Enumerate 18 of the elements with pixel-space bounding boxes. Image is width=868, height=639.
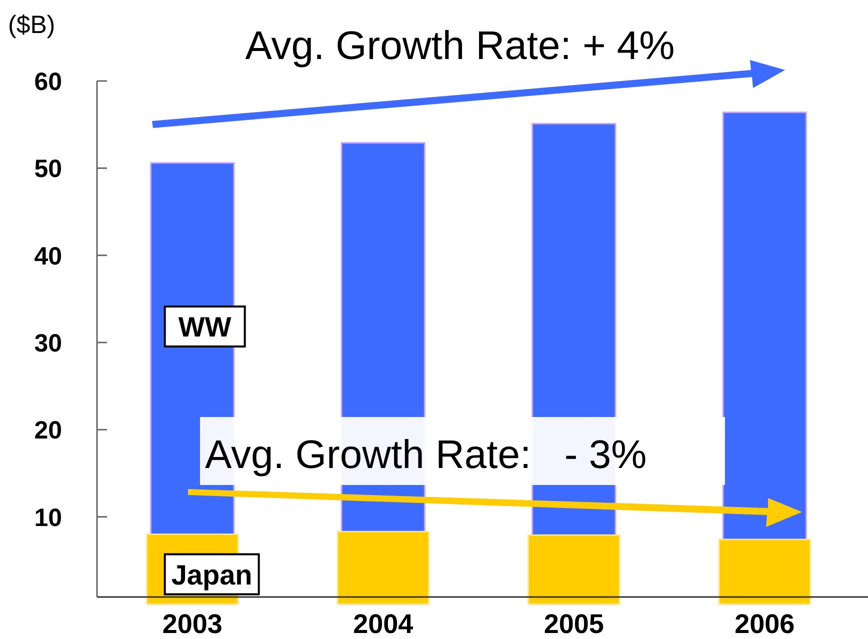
- series-label: Japan: [171, 559, 252, 590]
- text: Avg. Growth Rate: + 4%: [245, 24, 675, 68]
- x-tick-label: 2004: [353, 609, 414, 639]
- annotation: Avg. Growth Rate: - 3%: [205, 433, 647, 477]
- y-tick-label: 40: [34, 242, 62, 270]
- y-axis-title: ($B): [8, 11, 56, 39]
- bar: [718, 538, 811, 605]
- y-tick-label: 20: [34, 416, 62, 445]
- y-tick-label: 50: [34, 155, 62, 184]
- x-tick-label: 2006: [734, 609, 795, 639]
- y-tick-label: 60: [34, 68, 62, 96]
- bar: [528, 534, 620, 605]
- x-tick-label: 2005: [544, 609, 604, 639]
- bar: [336, 530, 430, 605]
- y-tick-label: 10: [34, 504, 62, 532]
- y-tick-label: 30: [34, 330, 62, 358]
- series-label: WW: [178, 312, 232, 342]
- x-tick-label: 2003: [162, 609, 222, 639]
